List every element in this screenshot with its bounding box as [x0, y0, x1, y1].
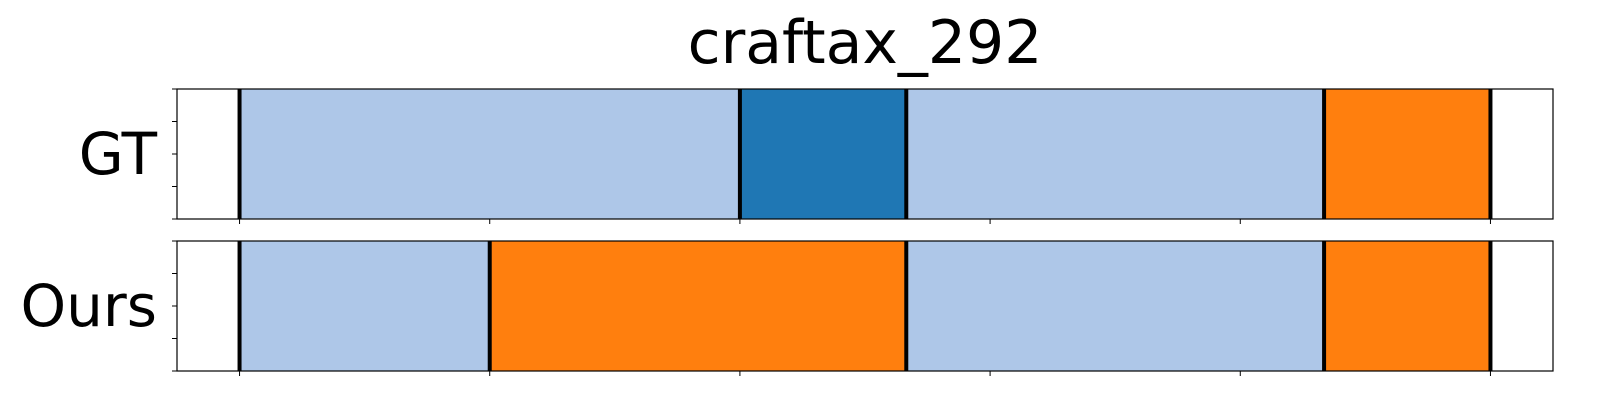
- segment-gt-0: [240, 89, 740, 219]
- segment-ours-1: [490, 241, 907, 371]
- segment-ours-0: [240, 241, 490, 371]
- segment-ours-2: [906, 241, 1324, 371]
- row-ours: Ours: [21, 241, 1553, 376]
- segment-gt-2: [906, 89, 1324, 219]
- row-label: Ours: [21, 272, 157, 340]
- segment-gt-1: [740, 89, 906, 219]
- row-label: GT: [79, 120, 158, 188]
- row-gt: GT: [79, 89, 1553, 224]
- chart-title: craftax_292: [688, 8, 1043, 78]
- segment-gt-3: [1324, 89, 1490, 219]
- segment-ours-3: [1324, 241, 1490, 371]
- rows-layer: GT Ours: [21, 89, 1553, 376]
